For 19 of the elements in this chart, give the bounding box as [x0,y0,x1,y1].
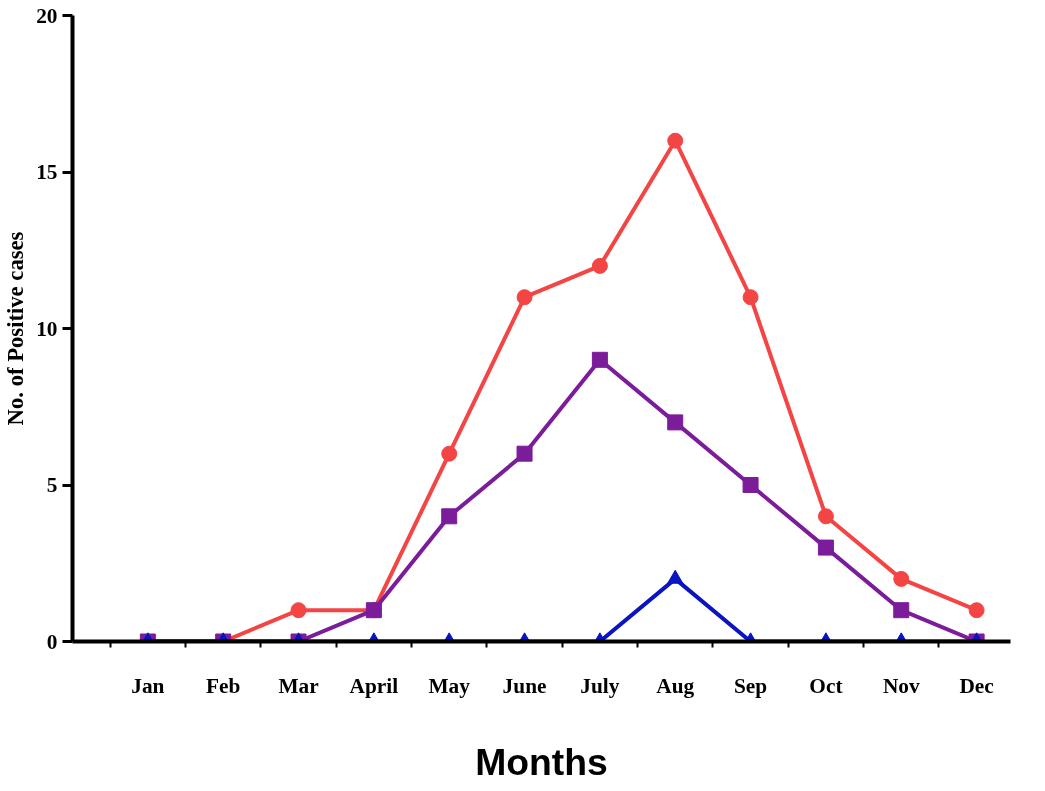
x-tick-label: Dec [959,673,994,698]
y-axis-title: No. of Positive cases [3,231,29,426]
x-axis-title: Months [475,740,608,783]
y-tick-label: 20 [36,3,58,28]
y-tick-label: 0 [46,629,58,654]
x-tick-label: Jan [131,673,165,698]
y-tick-label: 15 [36,160,58,184]
x-tick-label: Oct [809,673,844,698]
x-tick-label: June [502,673,547,698]
x-tick-label: April [349,673,399,698]
x-tick-label: Sep [733,673,768,698]
x-tick-label: Feb [206,673,241,698]
x-tick-label: Nov [882,673,920,698]
x-tick-label: May [428,673,471,698]
y-tick-label: 10 [36,316,58,341]
y-tick-label: 5 [46,473,58,497]
x-tick-label: Aug [656,673,695,698]
x-tick-label: July [580,673,620,698]
x-tick-label: Mar [278,673,320,698]
